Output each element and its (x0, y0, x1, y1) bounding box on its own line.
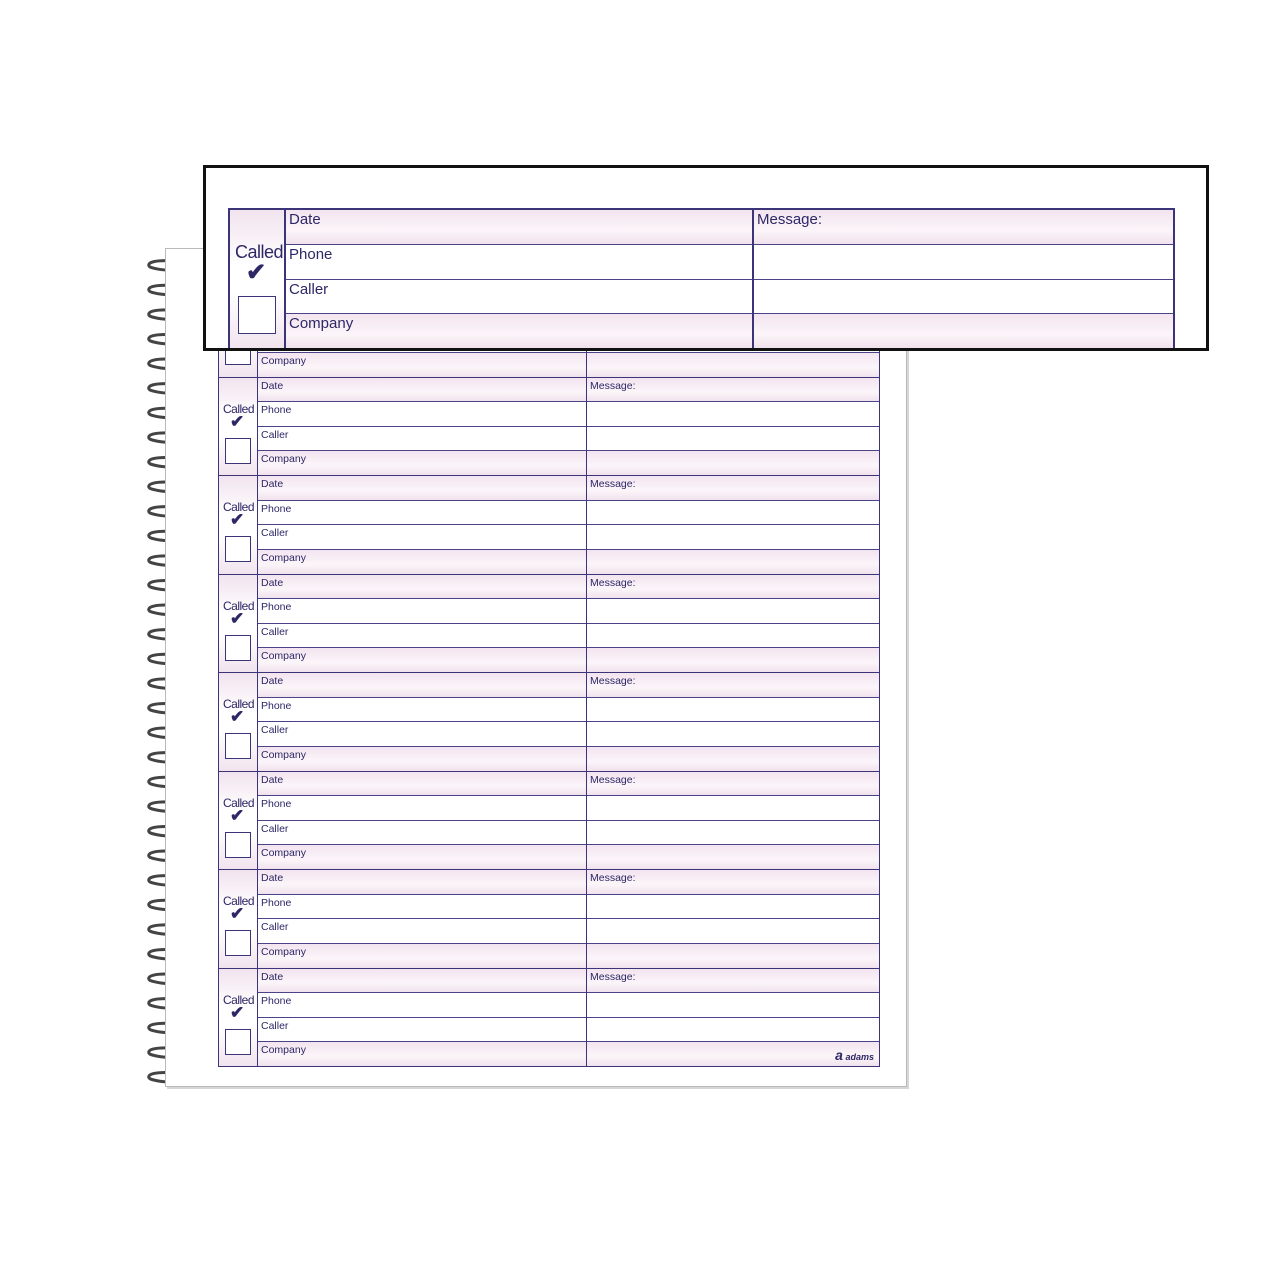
called-column: Called ✔ (219, 476, 258, 574)
phone-field[interactable]: Phone (258, 795, 586, 820)
called-checkbox[interactable] (225, 930, 251, 956)
message-block: Called ✔ Date Phone Caller Company Messa… (219, 573, 879, 672)
company-field[interactable]: Company (258, 745, 586, 771)
message-field[interactable]: Message: (754, 210, 1173, 244)
caller-field[interactable]: Caller (258, 622, 586, 648)
message-field[interactable]: Message: (587, 574, 879, 599)
message-field[interactable]: Message: (587, 476, 879, 500)
caller-field[interactable]: Caller (258, 721, 586, 746)
called-column: Called ✔ (219, 574, 258, 672)
message-block: Called ✔ Date Phone Caller Company Messa… (219, 869, 879, 968)
date-field[interactable]: Date (258, 771, 586, 796)
notebook-page: Called ✔ Date Phone Caller Company Messa… (165, 248, 907, 1087)
date-field[interactable]: Date (258, 574, 586, 599)
checkmark-icon: ✔ (246, 259, 267, 286)
phone-field[interactable]: Phone (258, 499, 586, 525)
message-form: Called ✔ Date Phone Caller Company Messa… (218, 278, 880, 1067)
phone-field[interactable]: Phone (286, 243, 752, 279)
phone-field[interactable]: Phone (258, 598, 586, 623)
called-label: Called (223, 894, 255, 908)
company-field[interactable]: Company (258, 1041, 586, 1066)
company-field[interactable]: Company (258, 548, 586, 574)
checkmark-icon: ✔ (230, 1002, 245, 1022)
called-column: Called ✔ (219, 377, 258, 475)
company-field[interactable]: Company (258, 942, 586, 968)
called-column: Called ✔ (230, 210, 286, 348)
checkmark-icon: ✔ (230, 904, 245, 923)
message-block: Called ✔ Date Phone Caller Company Messa… (219, 475, 879, 574)
called-checkbox[interactable] (225, 1028, 251, 1055)
called-checkbox[interactable] (225, 733, 251, 759)
message-field[interactable]: Message: (587, 771, 879, 796)
message-field[interactable]: Message: (587, 968, 879, 993)
date-field[interactable]: Date (258, 673, 586, 697)
message-block: Called ✔ Date Phone Caller Company Messa… (219, 672, 879, 771)
date-field[interactable]: Date (258, 377, 586, 402)
date-field[interactable]: Date (286, 210, 752, 244)
called-label: Called (223, 500, 255, 514)
phone-field[interactable]: Phone (258, 696, 586, 722)
called-column: Called ✔ (219, 968, 258, 1066)
date-field[interactable]: Date (258, 870, 586, 894)
called-label: Called (223, 795, 255, 810)
message-block: Called ✔ Date Phone Caller Company Messa… (219, 376, 879, 475)
date-field[interactable]: Date (258, 476, 586, 500)
called-label: Called (223, 992, 255, 1007)
brand-logo: a adams (835, 1047, 874, 1063)
phone-field[interactable]: Phone (258, 401, 586, 426)
phone-field[interactable]: Phone (258, 992, 586, 1017)
message-block-enlarged: Called ✔ Date Phone Caller Company Messa… (228, 208, 1175, 348)
called-label: Called (223, 401, 255, 416)
message-block: Called ✔ Date Phone Caller Company Messa… (219, 770, 879, 869)
checkmark-icon: ✔ (230, 707, 245, 726)
called-label: Called (235, 242, 284, 262)
called-column: Called ✔ (219, 870, 258, 968)
called-checkbox[interactable] (238, 296, 276, 334)
called-checkbox[interactable] (225, 536, 251, 562)
called-label: Called (223, 598, 255, 613)
message-block: Called ✔ Date Phone Caller Company Messa… (219, 967, 879, 1066)
checkmark-icon: ✔ (230, 608, 245, 628)
caller-field[interactable]: Caller (258, 1016, 586, 1042)
zoomed-callout: Called ✔ Date Phone Caller Company Messa… (203, 165, 1209, 351)
checkmark-icon: ✔ (230, 805, 245, 825)
message-field[interactable]: Message: (587, 377, 879, 402)
checkmark-icon: ✔ (230, 510, 245, 529)
phone-field[interactable]: Phone (258, 893, 586, 919)
caller-field[interactable]: Caller (258, 524, 586, 549)
called-column: Called ✔ (219, 771, 258, 869)
caller-field[interactable]: Caller (258, 425, 586, 451)
called-checkbox[interactable] (225, 437, 251, 464)
date-field[interactable]: Date (258, 968, 586, 993)
company-field[interactable]: Company (258, 351, 586, 377)
checkmark-icon: ✔ (230, 411, 245, 431)
called-column: Called ✔ (219, 673, 258, 771)
caller-field[interactable]: Caller (258, 819, 586, 845)
caller-field[interactable]: Caller (258, 918, 586, 943)
company-field[interactable]: Company (258, 450, 586, 475)
called-label: Called (223, 697, 255, 711)
called-checkbox[interactable] (225, 634, 251, 661)
company-field[interactable]: Company (258, 844, 586, 869)
message-field[interactable]: Message: (587, 870, 879, 894)
caller-field[interactable]: Caller (286, 278, 752, 314)
company-field[interactable]: Company (286, 313, 752, 348)
called-checkbox[interactable] (225, 831, 251, 858)
message-field[interactable]: Message: (587, 673, 879, 697)
company-field[interactable]: Company (258, 647, 586, 672)
